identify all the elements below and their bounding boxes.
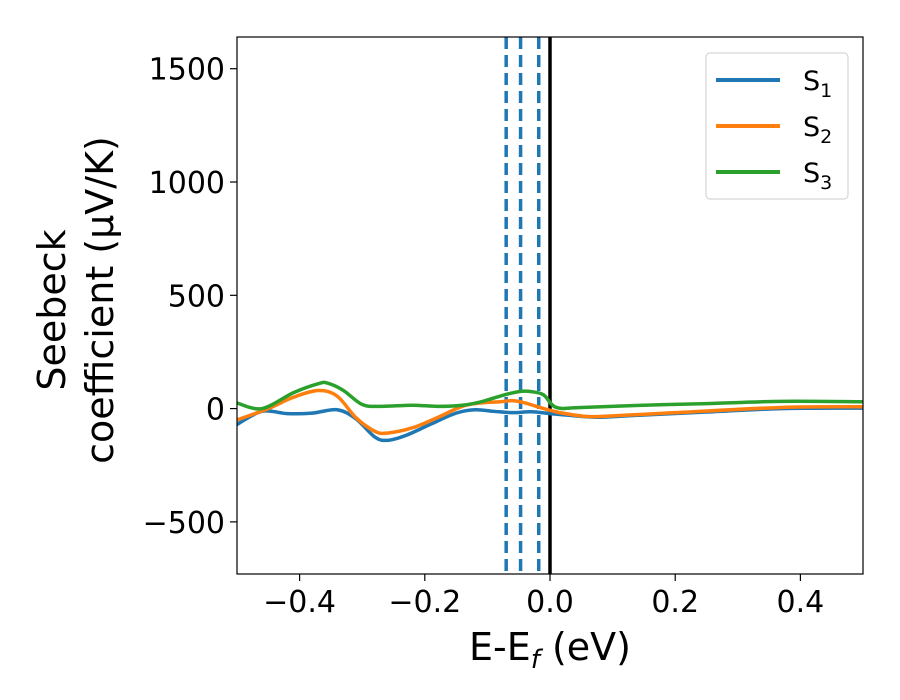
legend-label-s2: S2 <box>803 112 832 148</box>
y-tick-label: −500 <box>143 506 225 541</box>
x-axis-label-main: E-E <box>469 625 531 669</box>
legend: S1 S2 S3 <box>705 52 849 200</box>
x-tick-label: 0.4 <box>777 585 825 620</box>
x-axis-label-unit: (eV) <box>540 625 631 669</box>
plot-lines <box>237 37 863 574</box>
y-tick-label: 1000 <box>149 166 225 201</box>
legend-label-s3: S3 <box>803 158 832 194</box>
y-axis-label-line2: coefficient (μV/K) <box>78 136 122 464</box>
x-tick-label: −0.4 <box>263 585 336 620</box>
y-axis-label-line1: Seebeck <box>30 229 74 390</box>
x-tick-label: 0.2 <box>651 585 699 620</box>
y-tick-label: 1500 <box>149 53 225 88</box>
y-tick-label: 0 <box>206 393 225 428</box>
y-tick-label: 500 <box>168 279 225 314</box>
x-tick-label: −0.2 <box>388 585 461 620</box>
x-tick-label: 0.0 <box>526 585 574 620</box>
series-line-s3 <box>237 380 863 411</box>
legend-label-s1: S1 <box>803 66 832 102</box>
axis-ticks: −0.4 −0.2 0.0 0.2 0.4 −500 0 500 1000 1500 <box>143 53 825 620</box>
x-axis-label: E-Ef (eV) <box>469 625 631 675</box>
